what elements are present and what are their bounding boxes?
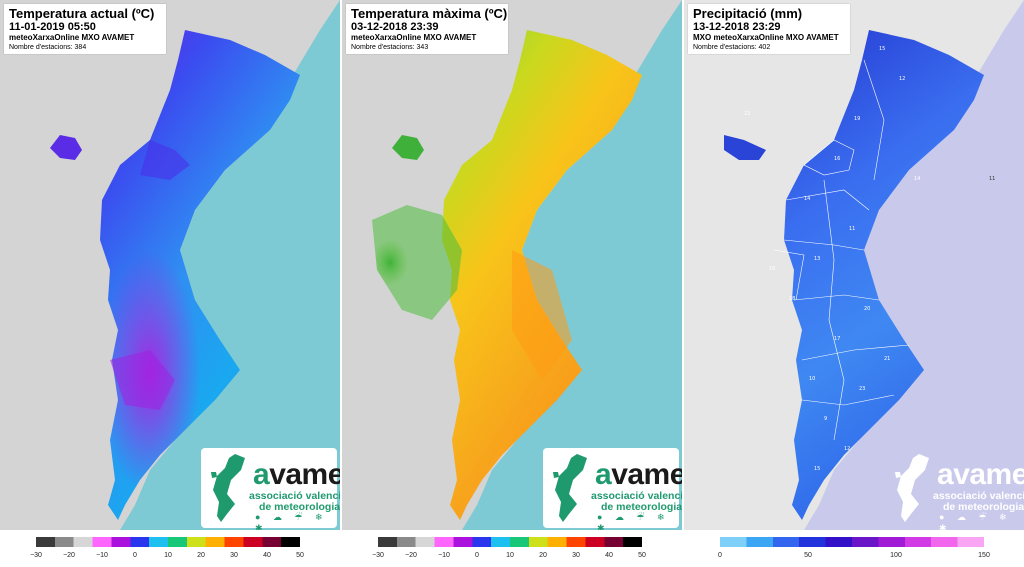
logo-line-1: associació valenciana xyxy=(591,490,682,502)
region-silhouette-icon xyxy=(553,454,587,522)
map-temperatura-maxima xyxy=(342,0,682,530)
station-value: 20 xyxy=(864,306,870,312)
station-value: 14 xyxy=(914,176,920,182)
station-value: 10 xyxy=(809,376,815,382)
station-value: 15 xyxy=(814,466,820,472)
precipitation-color-bar xyxy=(720,537,984,547)
station-value: 18 xyxy=(789,296,795,302)
map-precipitacio: 15 12 19 22 16 14 11 13 18 20 17 21 10 2… xyxy=(684,0,1024,530)
map-date: 13-12-2018 23:29 xyxy=(693,21,781,33)
scale-tick-label: 0 xyxy=(475,552,479,559)
station-count: Nombre d'estacions: 384 xyxy=(9,44,87,51)
scale-tick-label: 150 xyxy=(978,552,990,559)
scale-tick-label: −30 xyxy=(30,552,42,559)
map-date: 03-12-2018 23:39 xyxy=(351,21,439,33)
station-labels: 15 12 19 22 16 14 11 13 18 20 17 21 10 2… xyxy=(744,46,995,472)
precipitation-scale: 0 50 100 150 xyxy=(718,535,992,567)
scale-tick-label: −20 xyxy=(63,552,75,559)
logo-line-2: de meteorologia xyxy=(259,501,340,513)
scale-tick-label: 30 xyxy=(230,552,238,559)
scale-tick-label: 50 xyxy=(296,552,304,559)
scale-tick-label: −10 xyxy=(438,552,450,559)
region-silhouette-icon xyxy=(895,454,929,522)
scale-tick-label: 10 xyxy=(164,552,172,559)
panel-temperatura-maxima: Temperatura màxima (ºC) 03-12-2018 23:39… xyxy=(342,0,682,530)
station-count: Nombre d'estacions: 402 xyxy=(693,44,771,51)
logo-line-1: associació valenciana xyxy=(933,490,1024,502)
title-box: Temperatura màxima (ºC) 03-12-2018 23:39… xyxy=(346,4,508,54)
scale-tick-label: 50 xyxy=(638,552,646,559)
scale-tick-label: 100 xyxy=(890,552,902,559)
map-source: meteoXarxaOnline MXO AVAMET xyxy=(9,33,135,42)
scale-tick-label: 10 xyxy=(506,552,514,559)
temperature-color-bar xyxy=(36,537,300,547)
region-silhouette-icon xyxy=(211,454,245,522)
scale-tick-label: −30 xyxy=(372,552,384,559)
station-value: 13 xyxy=(814,256,820,262)
panel-temperatura-actual: Temperatura actual (ºC) 11-01-2019 05:50… xyxy=(0,0,340,530)
station-value: 11 xyxy=(849,226,855,232)
scale-tick-label: 0 xyxy=(133,552,137,559)
title-box: Precipitació (mm) 13-12-2018 23:29 MXO m… xyxy=(688,4,850,54)
weather-icons: ● ☁ ☔ ❄ ✱ xyxy=(255,512,328,530)
logo-line-2: de meteorologia xyxy=(601,501,682,513)
avamet-logo: avamet associació valenciana de meteorol… xyxy=(543,448,682,530)
map-source: meteoXarxaOnline MXO AVAMET xyxy=(351,33,477,42)
temperature-scale-1: −30 −20 −10 0 10 20 30 40 50 xyxy=(30,535,306,567)
scale-tick-label: 20 xyxy=(539,552,547,559)
scale-tick-label: 40 xyxy=(263,552,271,559)
station-value: 23 xyxy=(859,386,865,392)
scale-tick-label: −20 xyxy=(405,552,417,559)
map-title: Precipitació (mm) xyxy=(693,6,803,21)
logo-line-1: associació valenciana xyxy=(249,490,340,502)
temperature-scale-2: −30 −20 −10 0 10 20 30 40 50 xyxy=(372,535,648,567)
panel-precipitacio: 15 12 19 22 16 14 11 13 18 20 17 21 10 2… xyxy=(684,0,1024,530)
avamet-logo: avamet associació valenciana de meteorol… xyxy=(885,448,1024,530)
station-value: 16 xyxy=(769,266,775,272)
station-value: 12 xyxy=(844,446,850,452)
weather-icons: ● ☁ ☔ ❄ ✱ xyxy=(939,512,1012,530)
station-value: 19 xyxy=(854,116,860,122)
weather-icons: ● ☁ ☔ ❄ ✱ xyxy=(597,512,670,530)
logo-wordmark: avamet xyxy=(253,458,340,491)
map-title: Temperatura màxima (ºC) xyxy=(351,6,508,21)
scale-tick-label: 20 xyxy=(197,552,205,559)
temperature-color-bar xyxy=(378,537,642,547)
logo-wordmark: avamet xyxy=(937,458,1024,491)
station-value: 16 xyxy=(834,156,840,162)
map-title: Temperatura actual (ºC) xyxy=(9,6,155,21)
scale-tick-label: 0 xyxy=(718,552,722,559)
station-value: 15 xyxy=(879,46,885,52)
station-value: 11 xyxy=(989,176,995,182)
station-value: 9 xyxy=(824,416,827,422)
avamet-logo: avamet associació valenciana de meteorol… xyxy=(201,448,340,530)
scale-tick-label: 30 xyxy=(572,552,580,559)
scale-tick-label: −10 xyxy=(96,552,108,559)
title-box: Temperatura actual (ºC) 11-01-2019 05:50… xyxy=(4,4,166,54)
map-date: 11-01-2019 05:50 xyxy=(9,21,96,33)
station-value: 12 xyxy=(899,76,905,82)
station-value: 22 xyxy=(744,111,750,117)
station-value: 17 xyxy=(834,336,840,342)
logo-line-2: de meteorologia xyxy=(943,501,1024,513)
map-temperatura-actual xyxy=(0,0,340,530)
station-value: 21 xyxy=(884,356,890,362)
map-source: MXO meteoXarxaOnline MXO AVAMET xyxy=(693,33,839,42)
scale-tick-label: 40 xyxy=(605,552,613,559)
scale-tick-label: 50 xyxy=(804,552,812,559)
station-count: Nombre d'estacions: 343 xyxy=(351,44,429,51)
logo-wordmark: avamet xyxy=(595,458,682,491)
station-value: 14 xyxy=(804,196,810,202)
